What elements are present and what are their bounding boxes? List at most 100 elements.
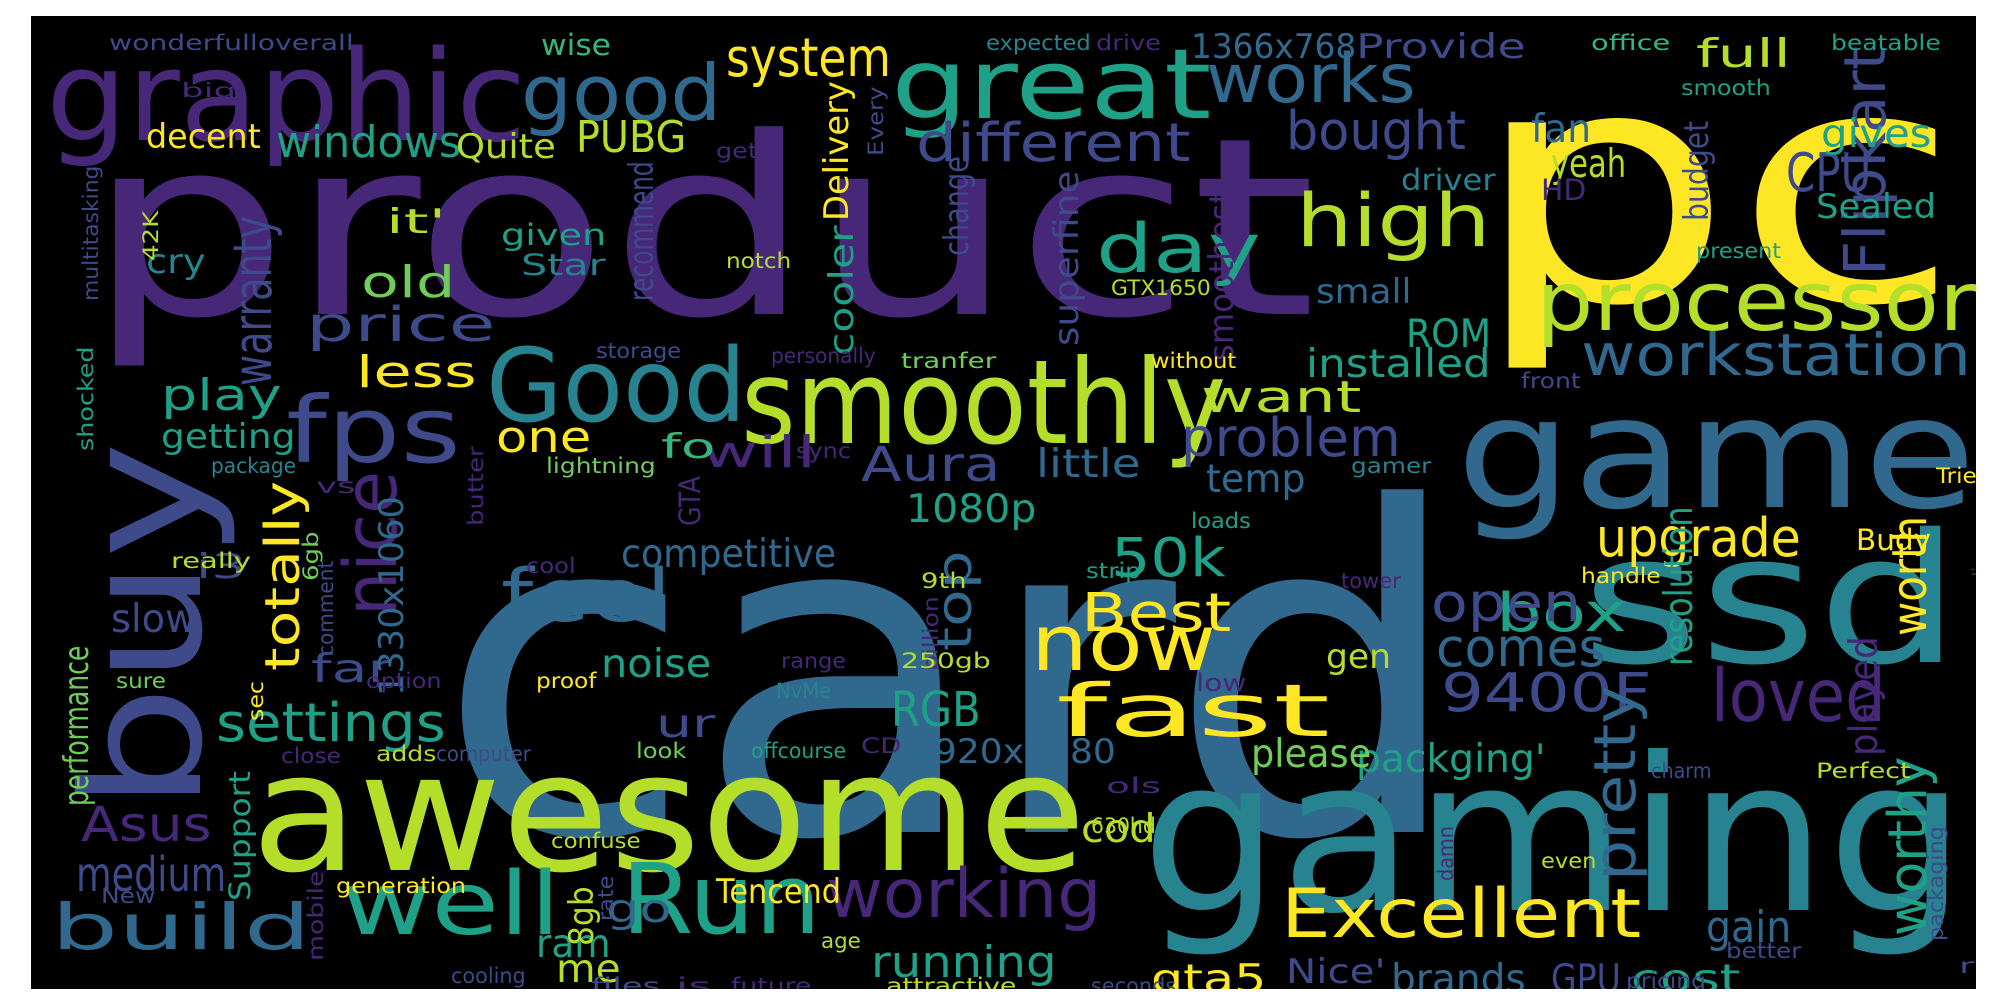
word: rate (594, 875, 619, 921)
word: fo (661, 427, 716, 467)
word: now (1031, 599, 1217, 689)
word: packging' (1356, 737, 1546, 782)
word: awesome (251, 717, 1087, 909)
word: is (676, 974, 712, 989)
word: 9th (921, 569, 967, 594)
word: graphic (46, 23, 527, 170)
word: go (606, 887, 672, 932)
word: 1080p (906, 487, 1037, 532)
word: gain (1706, 902, 1792, 953)
word: fps (286, 376, 461, 484)
word: proof (536, 669, 597, 694)
word: look (636, 739, 687, 764)
word: driver (1401, 163, 1496, 197)
word: NvMe (776, 679, 832, 704)
word: upgrade (1596, 506, 1801, 569)
word: range (781, 649, 847, 674)
word: smoothest (1202, 191, 1242, 361)
word: me (556, 947, 621, 989)
word: gives (1821, 112, 1932, 157)
word: high (1296, 179, 1491, 264)
word: strip (1086, 559, 1141, 584)
word: computer (436, 742, 531, 767)
word: big (181, 79, 237, 102)
word: age (821, 929, 861, 954)
word: office (1591, 31, 1671, 56)
word: want (1201, 372, 1362, 423)
word: butter (464, 446, 489, 526)
word: tranfer (901, 349, 997, 374)
word: Nice' (1286, 952, 1386, 989)
word: competitive (621, 532, 837, 577)
word: really (171, 549, 251, 574)
word: storage (596, 339, 682, 364)
word: better (1726, 939, 1802, 964)
word: gen (1326, 637, 1391, 677)
word: expected (986, 31, 1091, 56)
word: Good (486, 327, 747, 446)
word: less (356, 347, 477, 398)
word: it' (386, 202, 447, 242)
word: upgrading (1969, 546, 1976, 631)
word: price (306, 297, 496, 353)
word: Excellent (1281, 875, 1642, 954)
word: New (101, 884, 156, 909)
word: full (1696, 32, 1791, 77)
word: yeah (1551, 142, 1627, 187)
word: definitely (114, 231, 139, 346)
word: 9400F (1441, 661, 1652, 724)
word: wise (541, 28, 611, 62)
word: GTA (673, 476, 707, 526)
word: generation (336, 874, 466, 899)
word: small (1316, 272, 1412, 312)
word: Perfect (1816, 759, 1911, 784)
word: working (826, 855, 1102, 934)
word: 1920x1080 (911, 732, 1116, 772)
word: CPU (1786, 141, 1872, 204)
word: GTX1650 (1111, 276, 1211, 301)
word: ssd (1581, 496, 1961, 705)
word: workstation (1581, 321, 1972, 389)
word: budget (1677, 120, 1717, 221)
word: packaging (1924, 826, 1949, 941)
word: medium (76, 847, 227, 903)
word: ur (656, 702, 716, 747)
word: cooling (451, 964, 526, 989)
word: little (1036, 442, 1141, 487)
word: GPU (1551, 957, 1621, 989)
word: RGB (891, 682, 981, 738)
word: wonderfulloverall (109, 31, 354, 56)
word: HD (1541, 173, 1587, 207)
word: day (1096, 210, 1261, 289)
word: Tencend (716, 872, 841, 912)
word: beatable (1831, 31, 1941, 56)
word: smoothly (741, 336, 1227, 471)
word: played (1842, 636, 1887, 756)
word: problem (1181, 406, 1401, 469)
word: recommend (622, 161, 662, 301)
word: cost (1631, 957, 1741, 989)
word: windows (276, 117, 462, 168)
word: sure (116, 669, 167, 694)
word: installed (1306, 342, 1491, 387)
word: will (701, 427, 817, 478)
word: well (341, 853, 561, 955)
word: lightning (546, 454, 656, 479)
word: Every (864, 86, 889, 156)
word: without (1151, 349, 1237, 374)
word: confuse (551, 829, 641, 854)
word: comes (1436, 616, 1606, 679)
word: 1366x768 (1191, 27, 1357, 67)
word-cloud: card pc product game gaming awesome ssd … (31, 16, 1976, 989)
word: comment (314, 560, 339, 656)
word: package (211, 454, 297, 479)
word: drive (1096, 31, 1161, 56)
word: fan (1531, 107, 1592, 152)
word: option (366, 669, 442, 694)
word: front (1521, 369, 1581, 394)
word: Quite (456, 127, 556, 167)
word: tower (1341, 569, 1401, 594)
word: bought (1286, 99, 1466, 162)
word: ram (536, 922, 611, 967)
word: game (1456, 363, 1976, 544)
